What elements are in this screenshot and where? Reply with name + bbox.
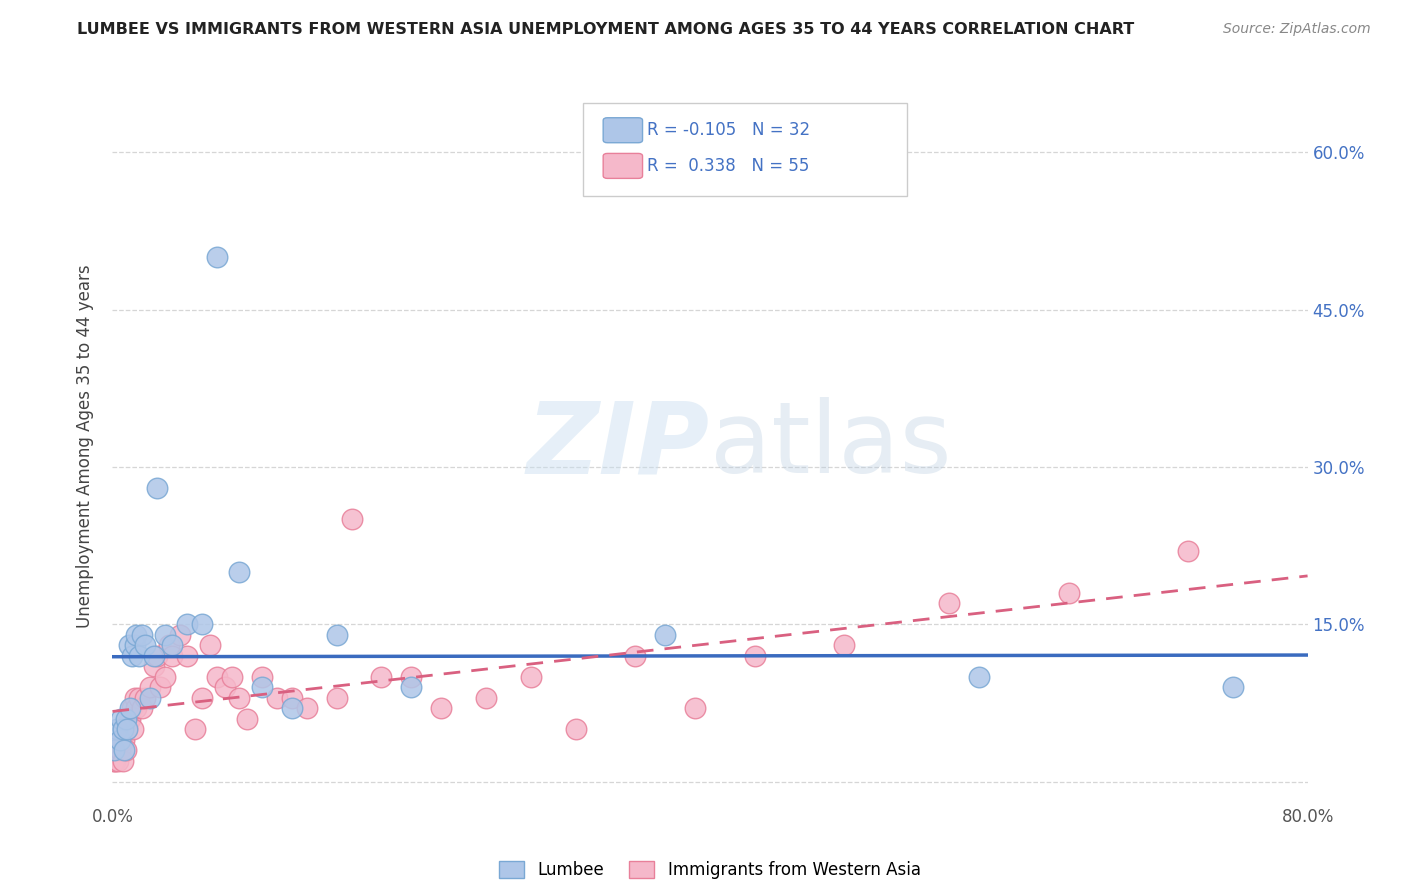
Point [139,690,162,705]
Point [683,701,706,715]
Point [162,639,183,653]
Point [115,743,138,757]
Point [325,690,347,705]
Point [228,690,250,705]
Point [236,712,259,726]
Point [121,701,143,715]
Point [205,670,228,684]
Point [114,743,135,757]
Point [117,723,139,737]
Point [153,670,176,684]
Text: R = -0.105   N = 32: R = -0.105 N = 32 [647,121,810,139]
Point [266,690,288,705]
Point [111,723,134,737]
Point [281,690,304,705]
Point [520,670,543,684]
Point [744,648,766,663]
Point [134,690,156,705]
Point [250,681,273,695]
Point [139,681,162,695]
Point [114,732,135,747]
Point [191,690,214,705]
Point [118,639,141,653]
Point [131,701,153,715]
Point [143,648,166,663]
Text: atlas: atlas [710,398,952,494]
Point [143,659,166,673]
Point [221,670,243,684]
Point [205,250,228,264]
Point [370,670,392,684]
Point [120,701,142,715]
Point [191,617,214,632]
Point [128,690,150,705]
Point [1177,544,1199,558]
Point [938,596,960,610]
Point [214,681,236,695]
Text: LUMBEE VS IMMIGRANTS FROM WESTERN ASIA UNEMPLOYMENT AMONG AGES 35 TO 44 YEARS CO: LUMBEE VS IMMIGRANTS FROM WESTERN ASIA U… [77,22,1135,37]
Point [103,743,125,757]
Point [475,690,498,705]
Point [111,754,134,768]
Point [107,754,129,768]
Point [162,648,183,663]
Point [105,723,128,737]
Text: ZIP: ZIP [527,398,710,494]
Point [176,648,198,663]
Point [654,628,676,642]
Point [146,648,169,663]
Point [401,681,423,695]
Point [430,701,453,715]
Point [624,648,647,663]
Point [564,723,586,737]
Point [146,481,169,495]
Point [124,639,146,653]
Text: R =  0.338   N = 55: R = 0.338 N = 55 [647,157,808,175]
Point [325,628,347,642]
Point [122,723,145,737]
Point [149,681,172,695]
Point [115,712,138,726]
Point [110,712,132,726]
Point [340,512,363,526]
Point [153,628,176,642]
Point [183,723,205,737]
Point [295,701,318,715]
Point [1057,586,1080,600]
Point [157,639,180,653]
Point [117,723,139,737]
Point [169,628,191,642]
Point [1222,681,1244,695]
Point [134,639,156,653]
Legend: Lumbee, Immigrants from Western Asia: Lumbee, Immigrants from Western Asia [492,854,928,886]
Point [281,701,304,715]
Y-axis label: Unemployment Among Ages 35 to 44 years: Unemployment Among Ages 35 to 44 years [76,264,94,628]
Point [250,670,273,684]
Point [124,690,146,705]
Point [120,712,142,726]
Point [198,639,221,653]
Point [110,732,132,747]
Point [834,639,856,653]
Point [108,743,131,757]
Point [125,628,148,642]
Point [103,754,125,768]
Point [131,628,153,642]
Point [176,617,198,632]
Point [967,670,990,684]
Point [104,754,127,768]
Point [105,743,128,757]
Text: Source: ZipAtlas.com: Source: ZipAtlas.com [1223,22,1371,37]
Point [125,701,148,715]
Point [121,648,143,663]
Point [108,732,131,747]
Point [228,565,250,579]
Point [128,648,150,663]
Point [118,712,141,726]
Point [401,670,423,684]
